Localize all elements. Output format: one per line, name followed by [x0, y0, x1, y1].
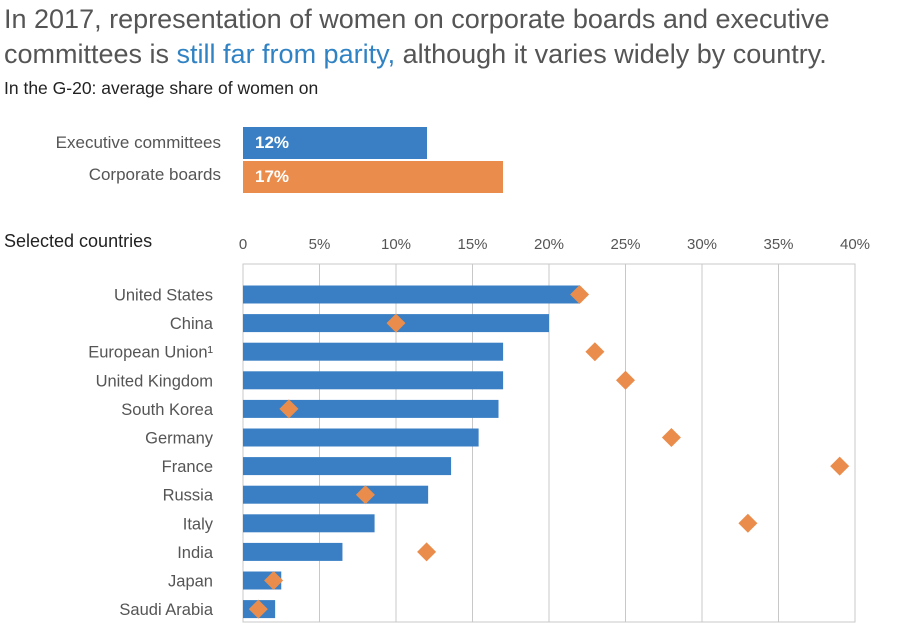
subtitle: In the G-20: average share of women on: [4, 78, 319, 98]
country-label-japan: Japan: [168, 573, 213, 591]
country-label-saudi-arabia: Saudi Arabia: [119, 601, 213, 619]
country-label-italy: Italy: [183, 515, 214, 533]
diamond-board-saudi-arabia: [248, 599, 268, 619]
x-tick-label: 40%: [840, 236, 870, 253]
diamond-board-india: [417, 542, 437, 562]
section-label: Selected countries: [4, 231, 153, 251]
country-label-russia: Russia: [163, 487, 214, 505]
x-tick-label: 30%: [687, 236, 717, 253]
diamond-board-united-states: [570, 285, 590, 304]
diamond-board-italy: [738, 513, 758, 533]
summary-label-executive-committees: Executive committees: [55, 133, 221, 152]
bar-executive-india: [243, 542, 343, 561]
country-label-china: China: [170, 315, 214, 333]
summary-bar-corporate-boards: 17%: [243, 161, 504, 193]
bar-executive-united-kingdom: [243, 371, 504, 390]
bar-executive-south-korea: [243, 399, 499, 418]
x-tick-label: 25%: [610, 236, 640, 253]
headline-text: In 2017, representation of women on corp…: [4, 4, 830, 69]
country-chart: 0 5% 10% 15% 20% 25% 30% 35% 40% United States Chi…: [88, 236, 870, 623]
x-tick-label: 35%: [763, 236, 793, 253]
diamond-board-european-union: [585, 342, 605, 362]
bar-executive-italy: [243, 514, 375, 533]
bar-executive-united-states: [243, 285, 580, 304]
x-tick-label: 20%: [534, 236, 564, 253]
x-tick-label: 10%: [381, 236, 411, 253]
x-tick-label: 0: [239, 236, 247, 253]
summary-label-corporate-boards: Corporate boards: [88, 165, 221, 184]
country-label-south-korea: South Korea: [121, 401, 214, 419]
bar-executive-european-union: [243, 342, 504, 361]
country-label-germany: Germany: [145, 430, 214, 448]
country-label-united-kingdom: United Kingdom: [96, 372, 213, 390]
country-label-united-states: United States: [114, 287, 213, 305]
summary-value-executive-committees: 12%: [255, 133, 290, 152]
x-tick-label: 15%: [457, 236, 487, 253]
headline: In 2017, representation of women on corp…: [4, 2, 899, 72]
bar-executive-germany: [243, 428, 479, 447]
country-label-india: India: [177, 544, 214, 562]
summary-bar-executive-committees: 12%: [243, 127, 427, 159]
summary-value-corporate-boards: 17%: [255, 167, 290, 186]
headline-text-end: although it varies widely by country.: [395, 39, 827, 69]
diamond-board-france: [830, 456, 850, 476]
x-tick-label: 5%: [309, 236, 331, 253]
country-label-france: France: [162, 458, 213, 476]
diamond-board-china: [386, 313, 406, 333]
bar-executive-france: [243, 457, 452, 476]
diamond-board-united-kingdom: [616, 370, 635, 390]
diamond-board-russia: [355, 485, 375, 505]
bar-executive-russia: [243, 485, 429, 504]
headline-highlight: still far from parity,: [176, 39, 396, 69]
country-label-european-union: European Union¹: [88, 344, 213, 362]
diamond-board-south-korea: [279, 399, 299, 419]
diamond-board-japan: [264, 571, 284, 590]
diamond-board-germany: [661, 428, 681, 447]
